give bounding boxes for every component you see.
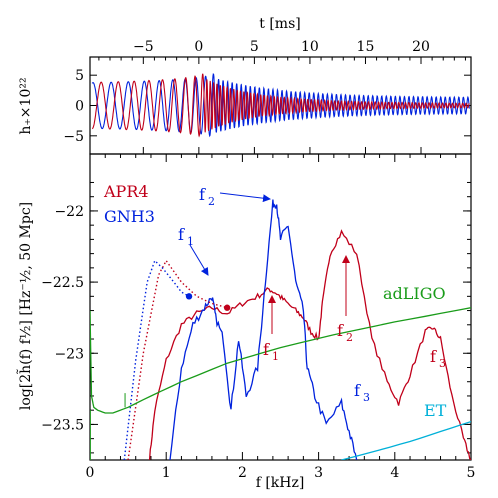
gnh3-f2-annotation: f 2 <box>199 185 215 208</box>
top-panel: −5 0 5 10 15 20 5 0 −5 <box>63 39 471 154</box>
apr4-f2-annotation: f 2 <box>337 321 353 344</box>
adligo-curve <box>90 307 471 414</box>
x-tick-label: 1 <box>162 465 171 481</box>
apr4-transition-marker <box>223 304 231 311</box>
x-tick-label: 4 <box>390 465 399 481</box>
x-axis-label: f [kHz] <box>256 475 305 491</box>
spectra-group <box>90 199 471 460</box>
top-y-tick-label: 0 <box>75 99 84 115</box>
x-tick-label: 3 <box>314 465 323 481</box>
svg-text:f: f <box>337 321 344 340</box>
et-curve <box>341 420 471 460</box>
y-tick-label: −22 <box>54 204 84 220</box>
gnh3-inspiral-dotted <box>123 259 190 460</box>
y-tick-label: −23 <box>54 346 84 362</box>
top-y-axis-label: h₊×10²² <box>18 77 34 134</box>
svg-text:3: 3 <box>363 391 370 404</box>
gnh3-f1-annotation: f 1 <box>178 225 194 248</box>
legend-apr4: APR4 <box>103 182 149 201</box>
x-tick-label: 5 <box>467 465 476 481</box>
gnh3-f2-arrow <box>219 192 271 203</box>
svg-text:f: f <box>354 381 361 400</box>
svg-text:f: f <box>430 347 437 366</box>
gnh3-f3-annotation: f 3 <box>354 381 370 404</box>
apr4-waveform <box>92 73 470 138</box>
svg-text:f: f <box>178 225 185 244</box>
adligo-label: adLIGO <box>383 284 446 303</box>
top-tick-label: −5 <box>133 39 154 55</box>
svg-text:f: f <box>199 185 206 204</box>
legend-gnh3: GNH3 <box>104 207 155 226</box>
svg-text:1: 1 <box>272 350 279 363</box>
x-tick-label: 0 <box>86 465 95 481</box>
svg-text:2: 2 <box>346 331 353 344</box>
top-tick-label: 10 <box>301 39 319 55</box>
svg-text:1: 1 <box>187 235 194 248</box>
x-tick-label: 2 <box>238 465 247 481</box>
y-tick-label: −22.5 <box>41 275 84 291</box>
svg-text:2: 2 <box>208 195 215 208</box>
gnh3-spectrum <box>169 199 358 460</box>
top-tick-label: 5 <box>250 39 259 55</box>
apr4-f1-annotation: f 1 <box>263 340 279 363</box>
apr4-f3-annotation: f 3 <box>430 347 446 370</box>
bottom-panel-frame <box>89 153 472 461</box>
top-tick-label: 20 <box>412 39 430 55</box>
gnh3-transition-marker <box>185 293 193 300</box>
svg-text:f: f <box>263 340 270 359</box>
top-tick-label: 0 <box>194 39 203 55</box>
y-tick-label: −23.5 <box>41 417 84 433</box>
gnh3-f1-arrow <box>189 244 209 276</box>
apr4-inspiral-dotted <box>127 259 228 460</box>
et-label: ET <box>424 401 447 420</box>
bottom-panel: 0 1 2 3 4 5 −22 −22.5 −23 −23.5 <box>41 154 475 481</box>
bottom-y-axis-label: log[2h̃(f) f½] [Hz⁻½, 50 Mpc] <box>16 202 34 410</box>
top-y-tick-label: 5 <box>75 68 84 84</box>
top-tick-label: 15 <box>357 39 375 55</box>
top-axis-label: t [ms] <box>259 16 300 32</box>
gnh3-waveform <box>91 73 470 138</box>
svg-text:3: 3 <box>439 357 446 370</box>
top-y-tick-label: −5 <box>63 129 84 145</box>
apr4-spectrum <box>148 229 471 460</box>
